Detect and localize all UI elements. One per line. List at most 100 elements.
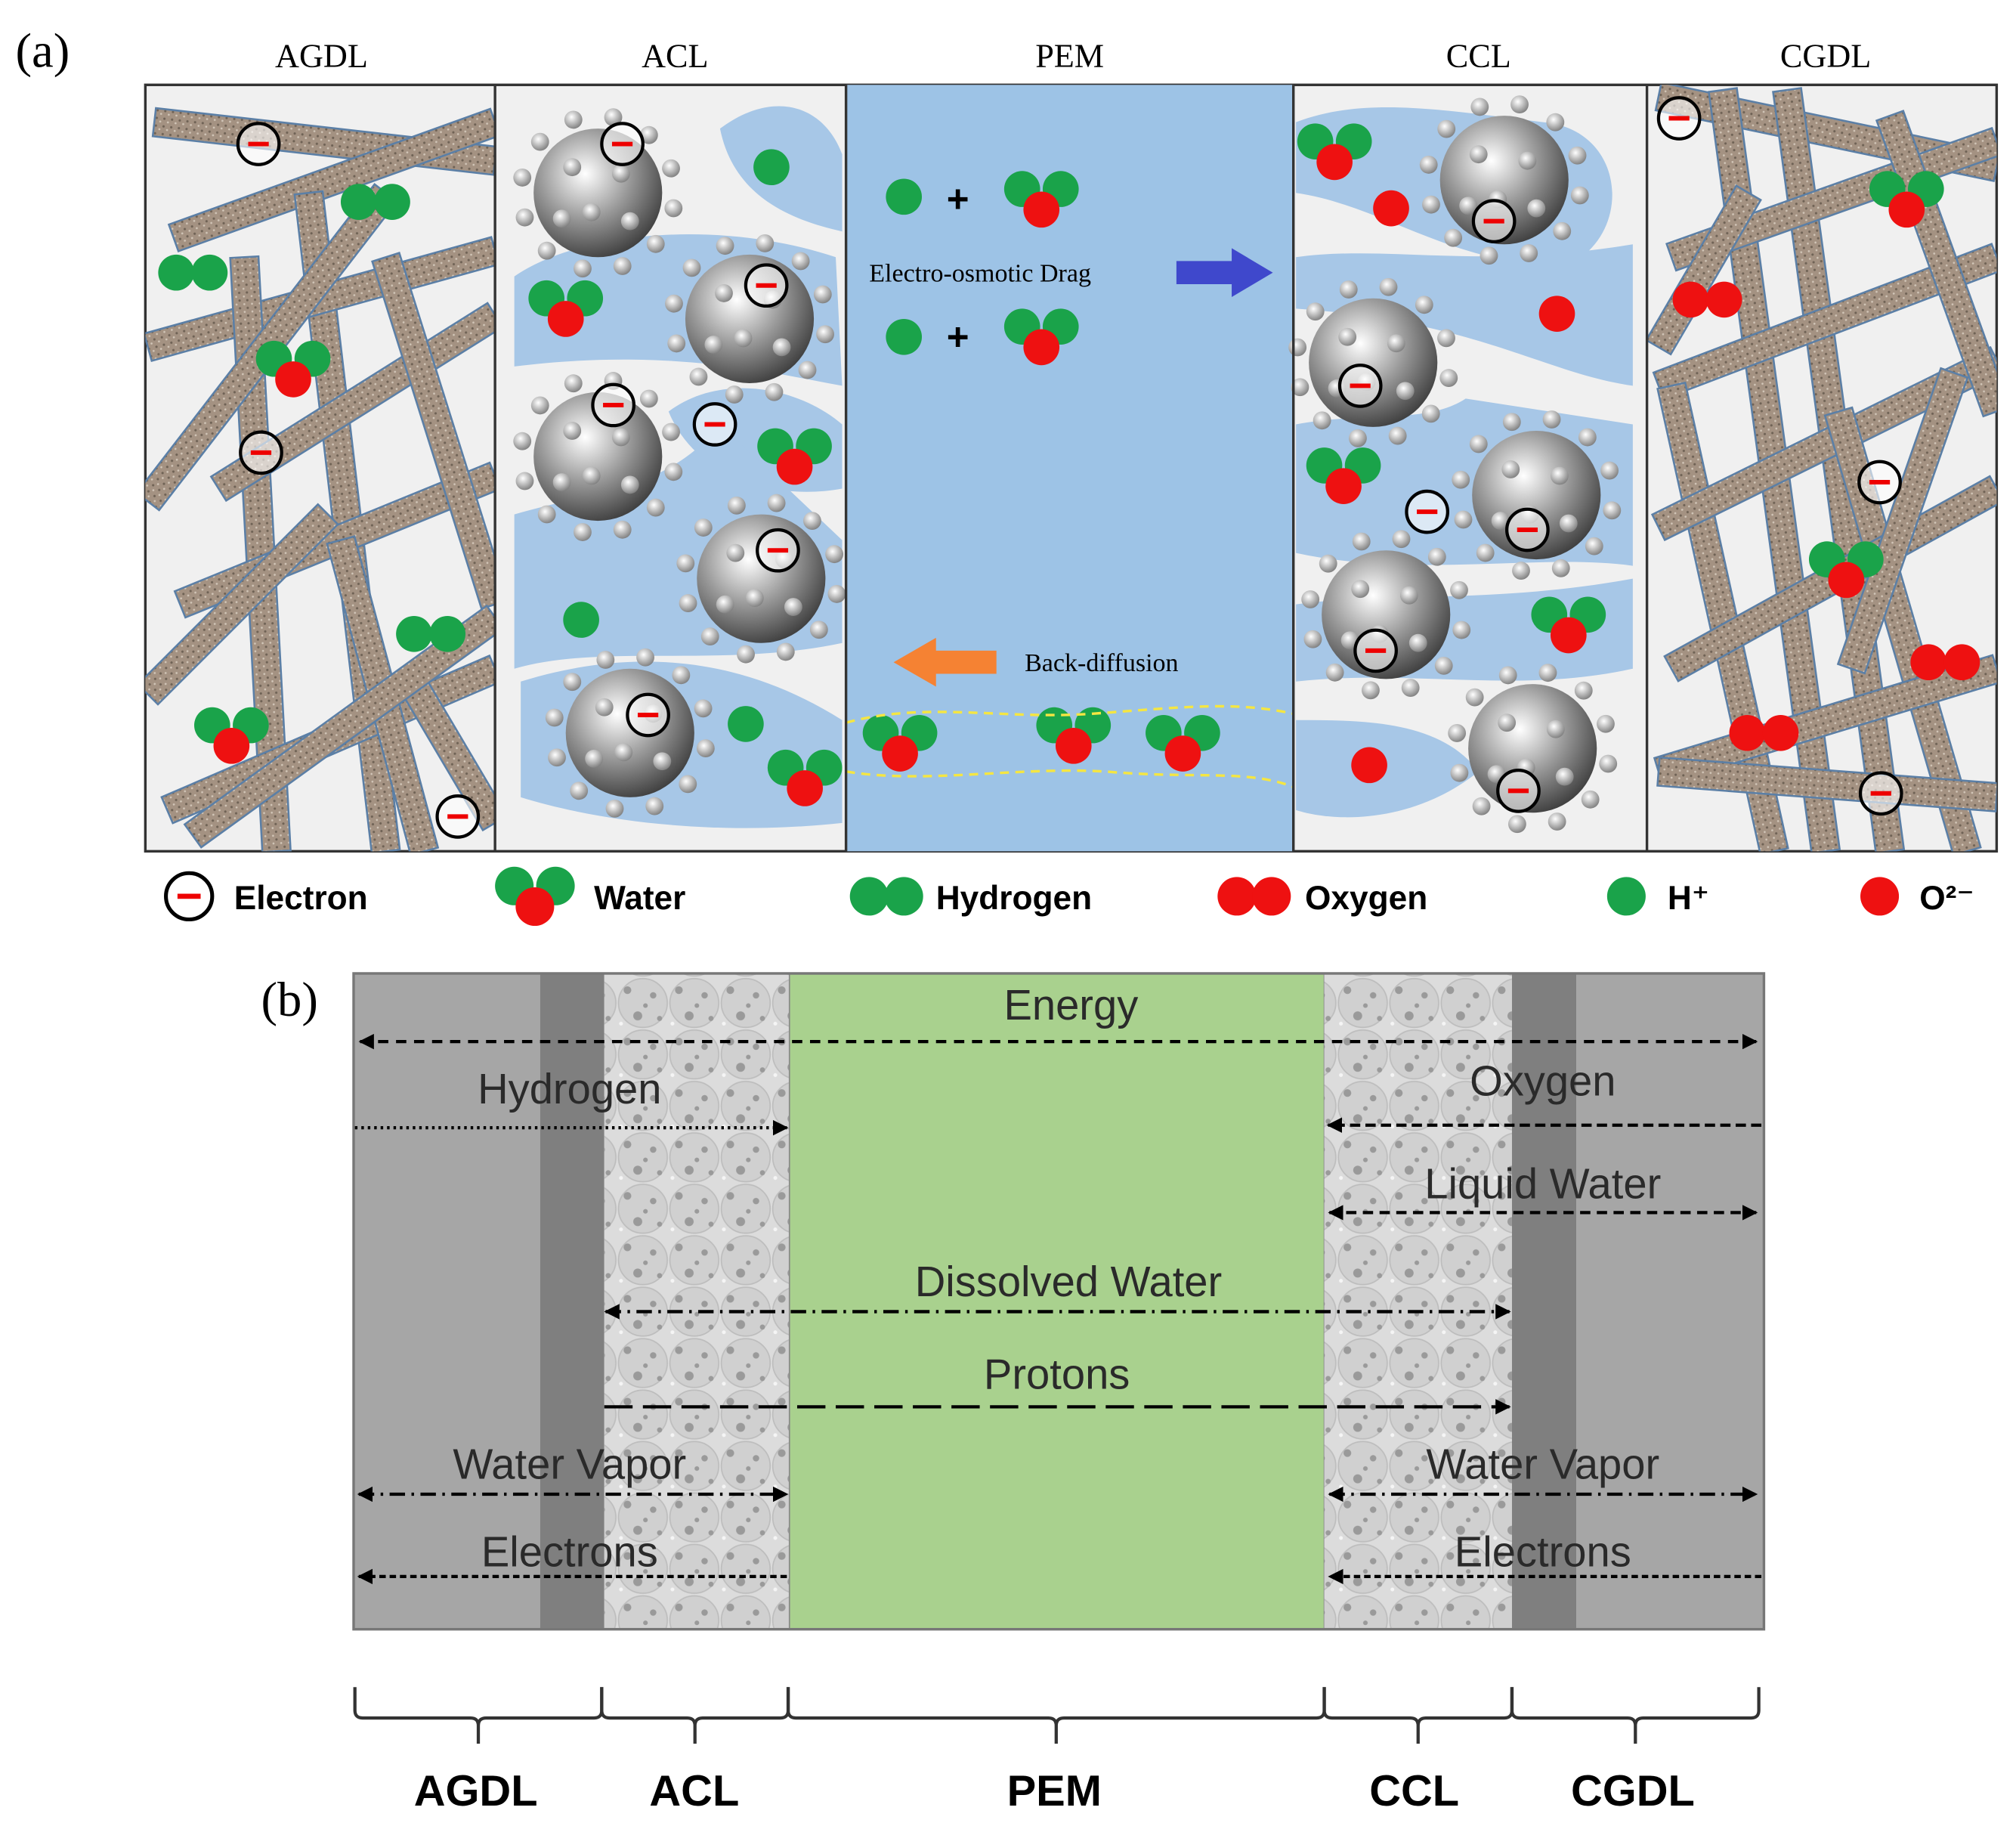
electron	[1405, 489, 1450, 534]
pt-ball	[574, 523, 592, 541]
oxygen-atom	[1729, 714, 1766, 751]
electron	[1858, 771, 1903, 816]
oxygen-atom	[1023, 191, 1060, 228]
electron	[1471, 199, 1517, 243]
pt-ball	[765, 382, 784, 401]
oxide-ion	[1538, 296, 1575, 332]
pt-ball	[1351, 580, 1370, 599]
oxygen-atom	[1828, 562, 1865, 599]
legend: Electron Water Hydrogen Oxygen H⁺ O²⁻	[164, 866, 1974, 927]
pt-ball	[582, 203, 601, 221]
pt-ball	[700, 627, 719, 646]
hydrogen-molecule	[396, 615, 466, 652]
pt-ball	[1472, 797, 1491, 816]
pt-ball	[1520, 244, 1538, 262]
pt-ball	[1550, 466, 1569, 485]
pt-ball	[1452, 470, 1470, 489]
plus-sign: +	[947, 178, 969, 221]
pt-ball	[563, 422, 582, 440]
flux-label: Electrons	[1455, 1527, 1631, 1575]
water-molecule	[1146, 714, 1220, 772]
oxygen-atom	[275, 361, 311, 398]
layer-label: ACL	[649, 1767, 739, 1815]
pt-ball	[1548, 812, 1566, 831]
pt-ball	[734, 329, 753, 348]
pt-ball	[756, 234, 775, 252]
flux-label: Oxygen	[1470, 1057, 1616, 1105]
carbon-sphere	[697, 514, 826, 643]
pt-ball	[639, 125, 658, 144]
oxygen-atom	[1705, 281, 1742, 318]
catalyst-particle	[545, 648, 715, 818]
pt-ball	[645, 797, 664, 816]
pt-ball	[784, 598, 802, 616]
water-molecule	[1003, 171, 1079, 228]
legend-icon	[1252, 877, 1291, 916]
pt-ball	[715, 284, 733, 302]
legend-label: Oxygen	[1305, 880, 1427, 917]
electron	[626, 692, 670, 738]
fibre	[1823, 406, 1982, 852]
layer-title: AGDL	[275, 37, 368, 74]
pt-ball	[1325, 663, 1344, 682]
pt-ball	[639, 389, 658, 408]
electron	[1505, 507, 1550, 552]
pt-ball	[604, 108, 623, 127]
pt-ball	[515, 472, 534, 491]
pt-ball	[689, 367, 708, 386]
catalyst-particle	[1288, 277, 1458, 447]
fibre	[1652, 243, 1997, 401]
legend-icon	[1606, 877, 1646, 916]
pt-ball	[1339, 280, 1358, 299]
brace	[600, 1687, 790, 1744]
oxide-ion	[1373, 190, 1409, 227]
ionomer-patch	[1296, 720, 1479, 818]
pt-ball	[1551, 559, 1570, 577]
pt-ball	[767, 494, 786, 512]
flux-label: Protons	[984, 1351, 1130, 1398]
pt-ball	[1507, 815, 1526, 834]
oxygen-atom	[547, 301, 584, 337]
water-molecule	[528, 280, 604, 337]
layer-label: CGDL	[1571, 1767, 1695, 1815]
layer-title: CGDL	[1780, 37, 1871, 74]
ionomer-patch	[1296, 244, 1633, 386]
pt-ball	[537, 241, 556, 260]
fibre	[145, 503, 339, 706]
legend-icon	[884, 877, 923, 916]
pt-ball	[1448, 724, 1467, 742]
layer-title: ACL	[642, 37, 708, 74]
pt-ball	[1578, 428, 1597, 447]
pt-ball	[1527, 199, 1546, 218]
flux-label: Hydrogen	[478, 1065, 661, 1113]
pt-ball	[776, 642, 795, 661]
panel-a-dividers	[493, 85, 1649, 852]
hydrogen-atom	[886, 318, 923, 355]
pt-ball	[545, 708, 564, 727]
pt-ball	[620, 212, 639, 231]
pt-ball	[611, 428, 630, 447]
pt-ball	[1585, 537, 1603, 556]
pt-ball	[1501, 460, 1520, 478]
pt-ball	[1553, 221, 1572, 240]
flux-label: Dissolved Water	[915, 1258, 1223, 1305]
water-molecule	[194, 707, 269, 764]
pt-ball	[1313, 411, 1331, 430]
electron	[1857, 460, 1902, 505]
pt-ball	[696, 739, 715, 757]
electron	[591, 382, 636, 428]
flux-label: Energy	[1003, 981, 1138, 1029]
legend-label: Electron	[234, 880, 368, 917]
pt-ball	[1599, 754, 1618, 773]
water-molecule	[255, 340, 331, 398]
pt-ball	[1450, 580, 1468, 599]
pt-ball	[1452, 621, 1471, 639]
pt-ball	[1349, 429, 1367, 447]
panel-a-content	[145, 85, 1997, 852]
pt-ball	[1469, 145, 1488, 164]
layer-label: CCL	[1369, 1767, 1459, 1815]
pt-ball	[827, 585, 846, 603]
electron	[435, 794, 481, 839]
electron	[600, 122, 645, 166]
pt-ball	[1600, 461, 1619, 480]
